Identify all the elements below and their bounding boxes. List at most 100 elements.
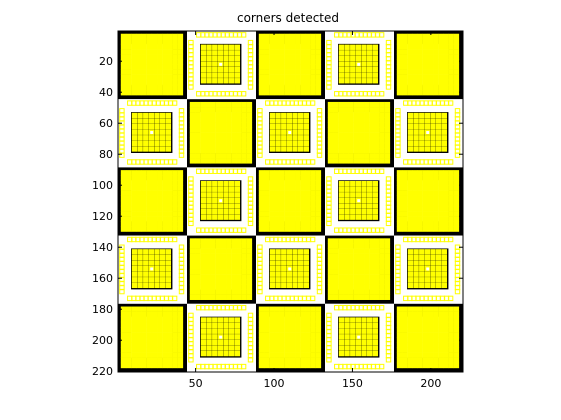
corner-marker xyxy=(194,137,201,144)
corner-marker xyxy=(372,328,379,334)
corner-marker xyxy=(236,294,242,300)
corner-marker xyxy=(338,158,344,164)
corner-marker xyxy=(443,342,449,348)
corner-marker xyxy=(246,132,253,139)
corner-marker xyxy=(384,153,391,159)
corner-marker xyxy=(413,123,419,130)
corner-marker xyxy=(284,342,291,348)
corner-marker xyxy=(413,129,419,135)
corner-marker xyxy=(146,175,153,181)
corner-marker xyxy=(220,243,227,249)
corner-marker xyxy=(343,269,349,275)
corner-marker xyxy=(300,190,306,196)
corner-marker xyxy=(269,205,275,212)
corner-marker xyxy=(343,284,349,290)
corner-marker xyxy=(165,140,172,147)
corner-marker xyxy=(448,84,454,91)
corner-marker xyxy=(289,79,296,86)
corner-marker xyxy=(177,316,184,323)
corner-marker xyxy=(438,79,444,86)
corner-marker xyxy=(136,347,142,353)
corner-marker xyxy=(379,147,385,154)
corner-marker xyxy=(369,294,375,300)
corner-marker xyxy=(151,54,158,60)
corner-marker xyxy=(286,271,293,277)
corner-marker xyxy=(355,72,362,78)
corner-marker xyxy=(433,200,439,207)
corner-marker xyxy=(159,112,166,119)
corner-marker xyxy=(162,43,168,50)
corner-marker xyxy=(236,101,242,108)
corner-marker xyxy=(136,49,142,55)
corner-marker xyxy=(228,50,235,56)
corner-marker xyxy=(338,339,345,346)
corner-marker xyxy=(379,284,385,290)
corner-marker xyxy=(289,190,296,196)
corner-marker xyxy=(305,89,311,96)
corner-marker xyxy=(136,185,142,191)
corner-marker xyxy=(120,170,127,176)
corner-marker xyxy=(206,317,212,323)
center-point xyxy=(150,131,154,135)
corner-marker xyxy=(332,137,339,144)
corner-marker xyxy=(189,294,196,300)
corner-marker xyxy=(343,158,349,164)
corner-marker xyxy=(419,146,425,152)
corner-marker xyxy=(194,158,201,164)
corner-marker xyxy=(412,316,418,323)
y-tick-label: 40 xyxy=(99,86,113,99)
corner-marker xyxy=(205,153,211,159)
corner-marker xyxy=(159,140,166,147)
corner-marker xyxy=(361,339,367,346)
corner-marker xyxy=(385,84,392,90)
corner-marker xyxy=(200,137,206,144)
corner-marker xyxy=(154,271,160,277)
corner-marker xyxy=(200,147,206,154)
corner-marker xyxy=(143,112,149,119)
corner-marker xyxy=(263,321,270,328)
corner-marker xyxy=(353,289,360,295)
corner-marker xyxy=(157,321,163,328)
corner-marker xyxy=(240,168,247,174)
corner-marker xyxy=(332,112,339,118)
corner-marker xyxy=(131,311,137,318)
corner-marker xyxy=(205,158,211,164)
corner-marker xyxy=(223,186,229,192)
corner-marker xyxy=(343,127,349,133)
corner-marker xyxy=(438,211,444,217)
corner-marker xyxy=(315,59,322,65)
corner-marker xyxy=(353,117,360,123)
corner-marker xyxy=(422,49,429,55)
corner-marker xyxy=(438,180,444,186)
corner-marker xyxy=(396,180,403,186)
corner-marker xyxy=(338,192,345,198)
corner-marker xyxy=(344,214,350,220)
corner-marker xyxy=(172,221,178,227)
corner-marker xyxy=(417,89,423,96)
corner-marker xyxy=(396,362,403,369)
corner-marker xyxy=(258,69,265,75)
corner-marker xyxy=(443,49,449,55)
corner-marker xyxy=(220,147,227,154)
corner-marker xyxy=(305,342,311,348)
corner-marker xyxy=(284,180,291,186)
corner-marker xyxy=(125,79,132,86)
corner-marker xyxy=(305,84,311,91)
corner-marker xyxy=(269,195,275,202)
corner-marker xyxy=(401,205,408,212)
corner-marker xyxy=(210,238,216,244)
corner-marker xyxy=(315,89,322,96)
corner-marker xyxy=(269,321,275,328)
corner-marker xyxy=(141,337,147,343)
corner-marker xyxy=(151,185,158,191)
corner-marker xyxy=(355,78,362,84)
corner-marker xyxy=(162,180,168,186)
corner-marker xyxy=(332,122,339,128)
corner-marker xyxy=(413,112,419,119)
corner-marker xyxy=(396,226,403,232)
corner-marker xyxy=(274,49,280,55)
corner-marker xyxy=(443,316,449,323)
corner-marker xyxy=(433,43,439,50)
corner-marker xyxy=(279,38,285,45)
corner-marker xyxy=(162,64,168,70)
